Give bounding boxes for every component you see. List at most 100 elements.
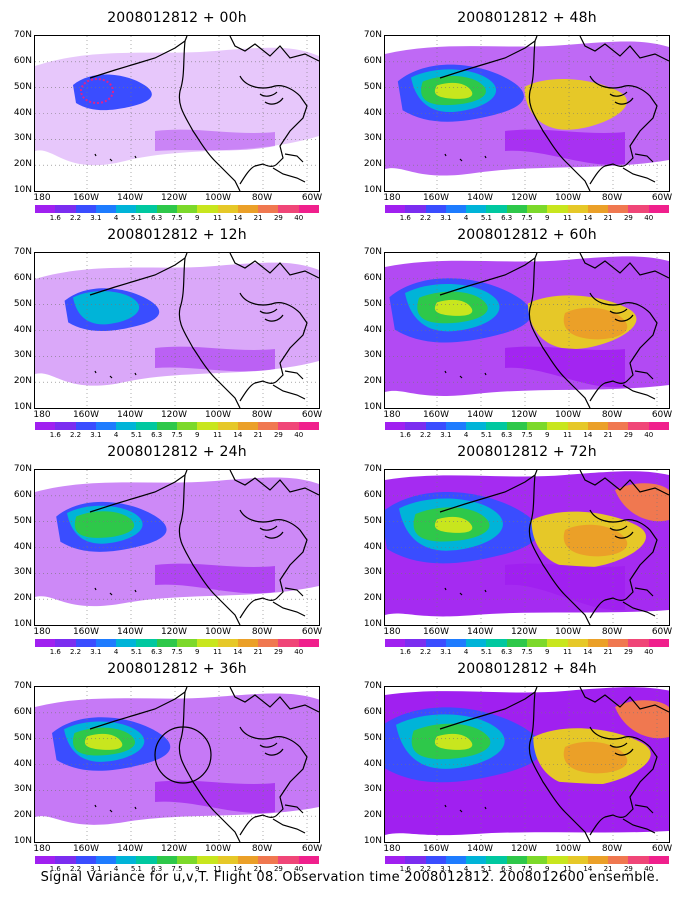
coastline [259,742,284,756]
colorbar-labels: 1.6 2.2 3.1 4 5.1 6.3 7.5 9 11 14 21 29 40 [385,431,669,441]
colorbar [35,422,319,430]
longitude-label: 140W [466,193,494,203]
colorbar-swatch [156,639,177,647]
colorbar-label: 6.3 [501,648,513,656]
variance-contour [155,780,275,814]
colorbar-swatch [217,422,238,430]
colorbar-labels: 1.6 2.2 3.1 4 5.1 6.3 7.5 9 11 14 21 29 40 [35,648,319,658]
coastline [444,587,487,596]
colorbar-swatch [197,422,218,430]
latitude-label: 20N [363,376,382,387]
colorbar-swatch [75,205,96,213]
colorbar-swatch [445,856,467,864]
map-frame [34,469,320,626]
latitude-label: 40N [363,541,382,552]
colorbar-label: 14 [233,431,243,439]
coastline [634,587,654,597]
colorbar-label: 3.1 [440,648,452,656]
longitude-label: 80W [251,410,273,420]
colorbar-swatch [587,856,609,864]
panel-title: 2008012812 + 00h [107,10,247,26]
signal-variance-field [385,470,669,625]
variance-contour [505,129,625,165]
coastline [259,525,284,539]
longitude-label: 140W [116,627,144,637]
colorbar-swatch [648,422,669,430]
coastline [239,726,308,836]
coastline [609,308,634,322]
colorbar-swatch [506,856,527,864]
colorbar-swatch [567,422,588,430]
colorbar-swatch [547,422,568,430]
latitude-label: 30N [13,133,32,144]
coastline [528,474,591,625]
colorbar-label: 9 [545,214,550,222]
latitude-label: 50N [13,515,32,526]
coastline [229,253,319,279]
colorbar-label: 11 [213,865,223,873]
colorbar-label: 29 [273,431,283,439]
colorbar-swatch [176,205,198,213]
variance-contour [74,511,135,538]
latitude-label: 50N [363,515,382,526]
latitude-label: 10N [13,185,32,195]
colorbar-label: 4 [463,648,469,656]
colorbar-swatch [75,856,96,864]
colorbar-swatch [55,639,76,647]
colorbar-labels: 1.6 2.2 3.1 4 5.1 6.3 7.5 9 11 14 21 29 40 [385,214,669,224]
colorbar-label: 11 [563,431,573,439]
colorbar-swatch [466,422,487,430]
colorbar-label: 29 [273,214,283,222]
variance-contour [615,700,669,739]
colorbar-swatch [445,205,467,213]
coastline [579,687,669,713]
coastline [634,370,654,380]
colorbar-label: 21 [603,431,613,439]
map-frame [384,35,670,192]
colorbar [35,856,319,864]
colorbar-label: 2.2 [69,214,82,222]
latitude-label: 30N [363,133,382,144]
colorbar-swatch [526,856,548,864]
target-area-circle [154,726,212,784]
colorbar-swatch [526,422,548,430]
colorbar-swatch [648,205,669,213]
colorbar-swatch [298,639,319,647]
colorbar-label: 1.6 [49,648,61,656]
coastline [444,153,487,162]
colorbar-swatch [237,422,259,430]
colorbar-swatch [95,205,117,213]
coastline [259,91,284,105]
colorbar-swatch [445,422,467,430]
colorbar-swatch [156,856,177,864]
latitude-label: 50N [13,81,32,92]
variance-contour [155,129,275,151]
colorbar-swatch [608,639,629,647]
colorbar-swatch [486,205,507,213]
colorbar-label: 5.1 [130,648,142,656]
latitude-label: 40N [363,324,382,335]
longitude-label: 140W [116,410,144,420]
colorbar-label: 4 [463,214,469,222]
variance-contour [505,346,625,388]
map-frame [34,35,320,192]
colorbar-swatch [486,856,507,864]
coastline [579,470,669,496]
colorbar-label: 4 [113,648,119,656]
colorbar-swatch [648,639,669,647]
variance-contour [563,307,628,340]
colorbar-label: 29 [623,648,633,656]
colorbar-swatch [547,639,568,647]
colorbar-labels: 1.6 2.2 3.1 4 5.1 6.3 7.5 9 11 14 21 29 40 [35,214,319,224]
longitude-label: 140W [116,844,144,854]
colorbar [35,205,319,213]
observation-region-marker [80,78,114,104]
colorbar-swatch [116,639,137,647]
longitude-label: 100W [554,410,582,420]
longitude-label: 120W [510,844,538,854]
colorbar-swatch [567,639,588,647]
variance-contour [73,291,140,325]
colorbar-swatch [95,422,117,430]
colorbar-swatch [506,422,527,430]
latitude-label: 70N [363,464,382,474]
